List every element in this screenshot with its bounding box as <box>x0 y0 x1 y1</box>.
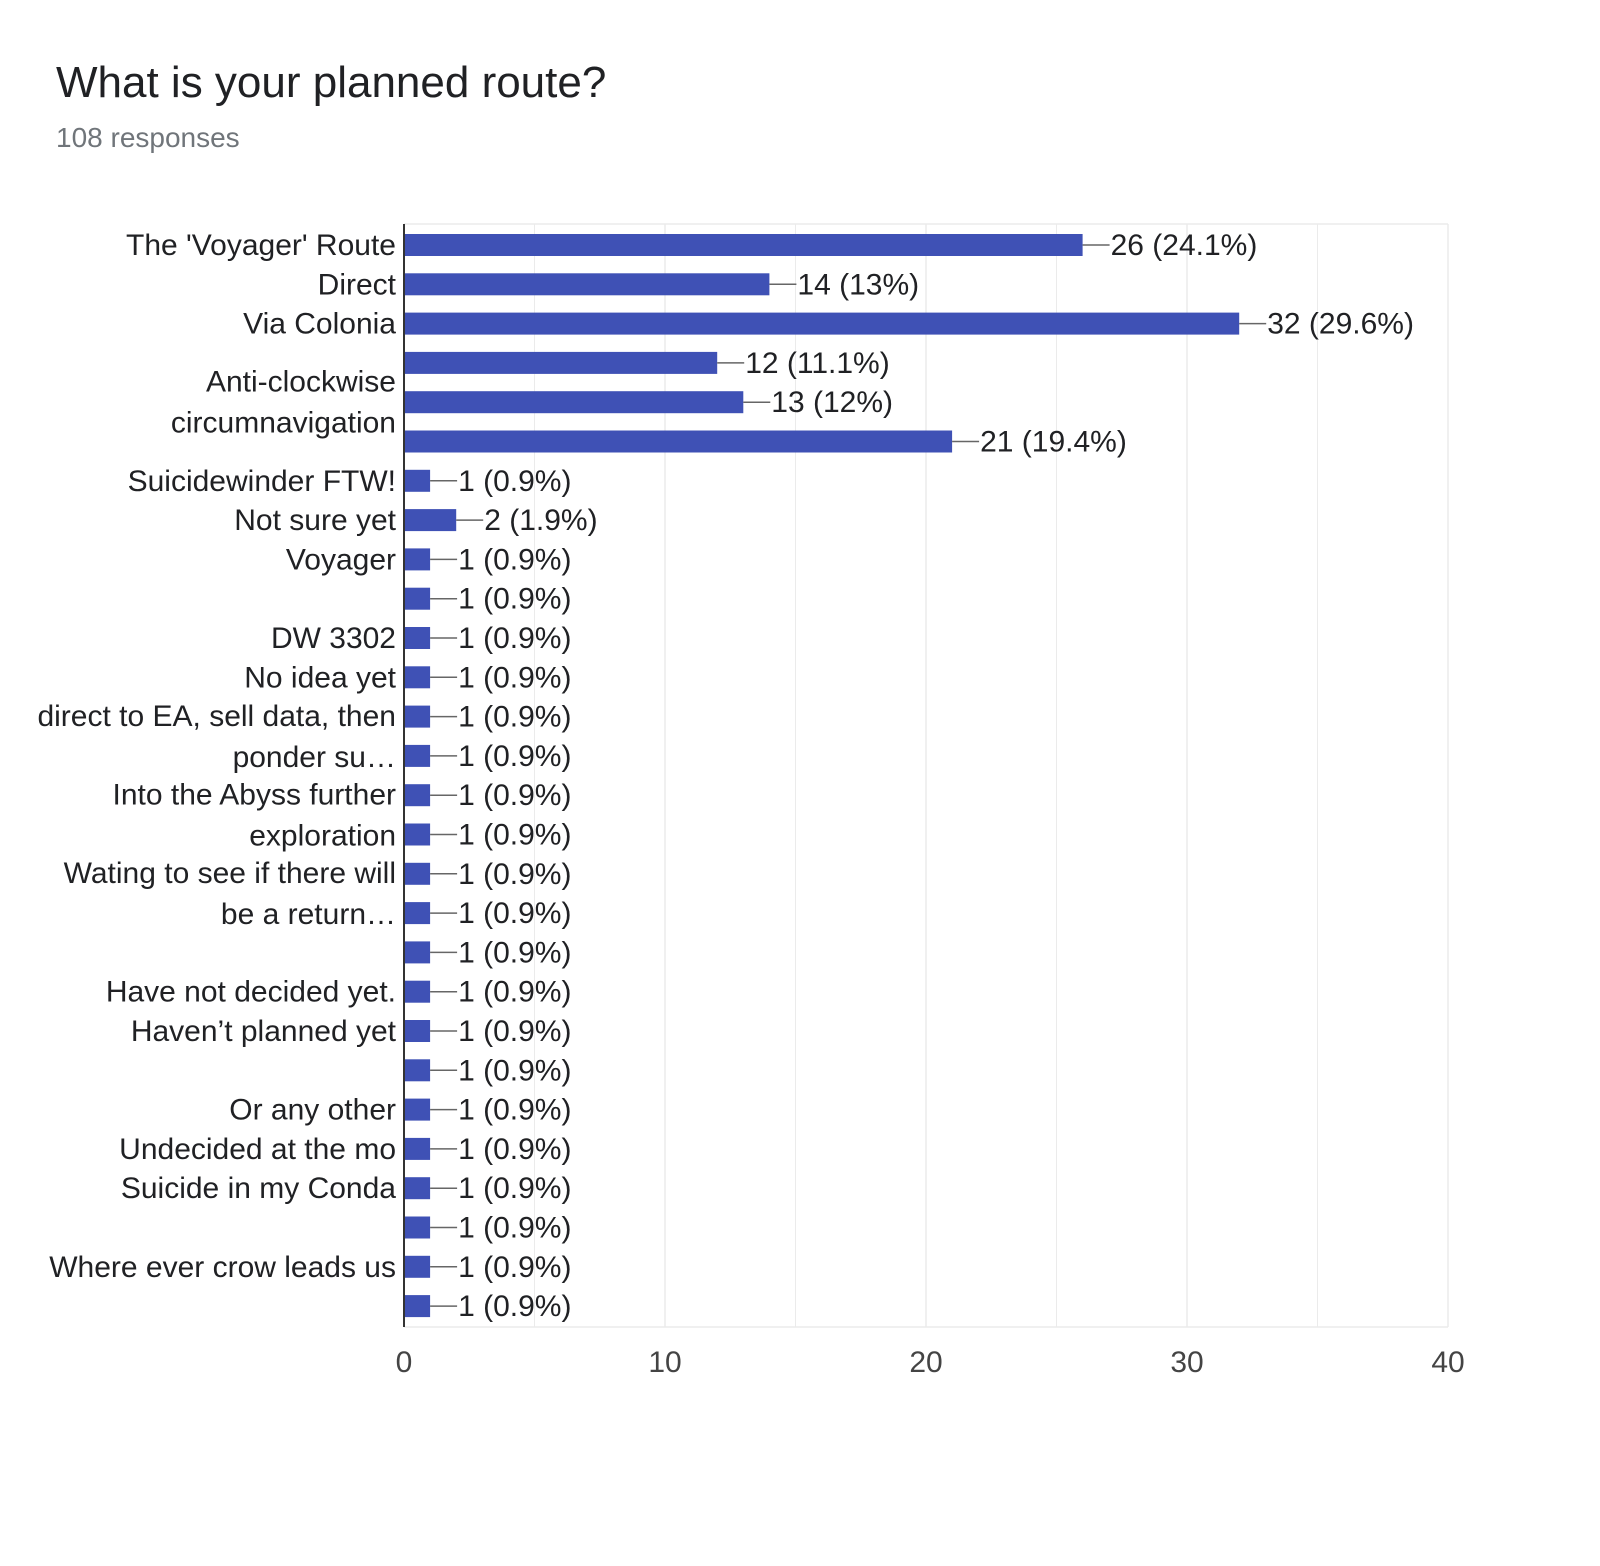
category-label: Suicidewinder FTW! <box>128 465 396 498</box>
bar <box>404 1137 431 1160</box>
category-label: Suicide in my Conda <box>121 1172 396 1205</box>
category-label: Direct <box>318 268 397 301</box>
bar-value-label: 13 (12%) <box>771 386 893 419</box>
bar-value-label: 14 (13%) <box>797 268 919 301</box>
bar <box>404 391 744 414</box>
response-count: 108 responses <box>56 122 240 153</box>
bar-value-label: 1 (0.9%) <box>458 858 571 891</box>
category-label: Wating to see if there will <box>64 857 396 890</box>
category-label: circumnavigation <box>171 407 396 440</box>
bar-value-label: 1 (0.9%) <box>458 740 571 773</box>
x-tick-label: 0 <box>396 1346 413 1379</box>
bar-value-label: 1 (0.9%) <box>458 1054 571 1087</box>
x-tick-label: 20 <box>909 1346 942 1379</box>
category-label: Anti-clockwise <box>206 366 396 399</box>
category-label: Haven’t planned yet <box>131 1015 397 1048</box>
bar-value-label: 12 (11.1%) <box>745 347 890 380</box>
bar-value-label: 1 (0.9%) <box>458 583 571 616</box>
category-label: Or any other <box>229 1094 396 1127</box>
category-label: Via Colonia <box>243 308 396 341</box>
x-tick-label: 40 <box>1431 1346 1464 1379</box>
bar <box>404 548 431 571</box>
x-tick-label: 30 <box>1170 1346 1203 1379</box>
category-label: be a return… <box>221 898 396 931</box>
bar-value-label: 1 (0.9%) <box>458 1251 571 1284</box>
chart-title: What is your planned route? <box>56 58 607 107</box>
bar-value-label: 1 (0.9%) <box>458 1133 571 1166</box>
bar-value-label: 26 (24.1%) <box>1111 229 1258 262</box>
category-label: Where ever crow leads us <box>49 1251 396 1284</box>
bar <box>404 980 431 1003</box>
bar-value-label: 1 (0.9%) <box>458 779 571 812</box>
x-tick-label: 10 <box>648 1346 681 1379</box>
bar <box>404 705 431 728</box>
category-label: Not sure yet <box>234 504 396 537</box>
category-label: DW 3302 <box>271 622 396 655</box>
bar-value-label: 32 (29.6%) <box>1267 308 1414 341</box>
bar-value-label: 1 (0.9%) <box>458 622 571 655</box>
bar-value-label: 1 (0.9%) <box>458 819 571 852</box>
bar-value-label: 1 (0.9%) <box>458 465 571 498</box>
category-label: Voyager <box>286 543 396 576</box>
bar-value-label: 1 (0.9%) <box>458 897 571 930</box>
bar <box>404 469 431 492</box>
bar <box>404 823 431 846</box>
bar-value-label: 1 (0.9%) <box>458 936 571 969</box>
category-label: direct to EA, sell data, then <box>37 700 396 733</box>
bar <box>404 862 431 885</box>
bar-value-label: 1 (0.9%) <box>458 1212 571 1245</box>
bar <box>404 430 953 453</box>
bar <box>404 312 1240 335</box>
bar-value-label: 1 (0.9%) <box>458 661 571 694</box>
bar <box>404 1059 431 1082</box>
bar <box>404 1295 431 1318</box>
bar <box>404 587 431 610</box>
bar <box>404 902 431 925</box>
category-label: The 'Voyager' Route <box>126 229 396 262</box>
category-label: Have not decided yet. <box>106 976 396 1009</box>
bar <box>404 1020 431 1042</box>
bar <box>404 941 431 964</box>
bar-value-label: 1 (0.9%) <box>458 701 571 734</box>
bar-value-label: 1 (0.9%) <box>458 976 571 1009</box>
bar-value-label: 1 (0.9%) <box>458 1094 571 1127</box>
bar-value-label: 1 (0.9%) <box>458 1290 571 1323</box>
bar-value-label: 2 (1.9%) <box>484 504 597 537</box>
bar <box>404 666 431 689</box>
bar-value-label: 21 (19.4%) <box>980 426 1127 459</box>
bar <box>404 1098 431 1121</box>
bar <box>404 744 431 767</box>
bar <box>404 234 1083 256</box>
bar <box>404 1177 431 1200</box>
bar-value-label: 1 (0.9%) <box>458 1015 571 1048</box>
category-label: Into the Abyss further <box>113 778 397 811</box>
bar <box>404 273 770 296</box>
bar <box>404 784 431 807</box>
bar <box>404 351 718 374</box>
bar <box>404 1255 431 1278</box>
category-label: No idea yet <box>244 661 396 694</box>
bar <box>404 1216 431 1239</box>
category-label: exploration <box>249 819 396 852</box>
bar-value-label: 1 (0.9%) <box>458 543 571 576</box>
category-label: ponder su… <box>233 741 396 774</box>
bar <box>404 627 431 649</box>
bar-value-label: 1 (0.9%) <box>458 1172 571 1205</box>
bar <box>404 509 457 532</box>
category-label: Undecided at the mo <box>119 1133 396 1166</box>
